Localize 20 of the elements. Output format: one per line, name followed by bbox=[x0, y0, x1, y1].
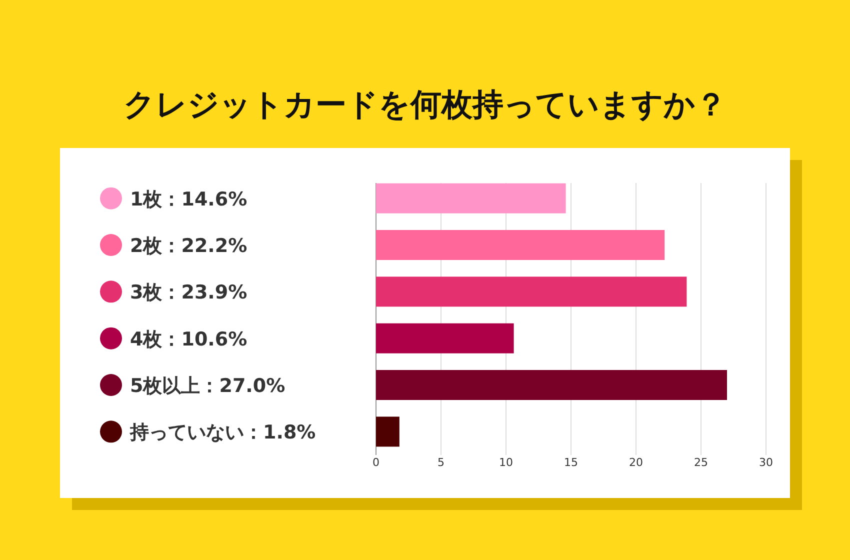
x-tick-label: 0 bbox=[372, 456, 380, 469]
y-tick-label: 5枚以上：27.0% bbox=[130, 375, 286, 397]
chart-title: クレジットカードを何枚持っていますか？ bbox=[124, 87, 726, 123]
x-tick-label: 25 bbox=[694, 456, 708, 469]
y-tick-label: 4枚：10.6% bbox=[130, 328, 248, 350]
bar bbox=[376, 370, 727, 400]
bar bbox=[376, 230, 665, 260]
bar bbox=[376, 323, 514, 354]
y-tick-label: 持っていない：1.8% bbox=[129, 422, 316, 444]
x-tick-label: 30 bbox=[759, 456, 773, 469]
y-tick-label: 3枚：23.9% bbox=[130, 282, 248, 304]
x-tick-label: 5 bbox=[438, 456, 444, 469]
x-tick-label: 15 bbox=[564, 456, 578, 469]
bar bbox=[376, 276, 687, 307]
x-tick-label: 10 bbox=[499, 456, 513, 469]
bar bbox=[376, 416, 400, 447]
y-tick-label: 2枚：22.2% bbox=[130, 235, 248, 257]
bar bbox=[376, 183, 566, 214]
y-tick-label: 1枚：14.6% bbox=[130, 188, 248, 210]
x-tick-label: 20 bbox=[629, 456, 643, 469]
